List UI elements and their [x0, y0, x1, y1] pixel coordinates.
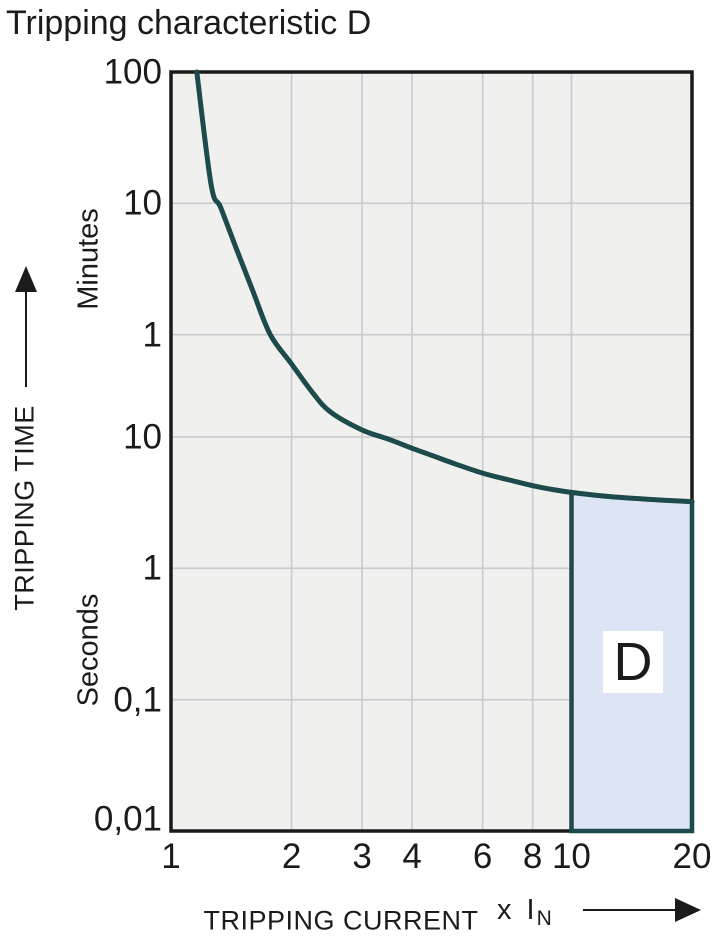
y-axis-unit-seconds: Seconds — [72, 593, 105, 707]
x-tick-label: 20 — [672, 837, 712, 876]
x-tick-label: 4 — [402, 837, 422, 876]
x-tick-label: 6 — [472, 837, 493, 876]
right-arrow-icon — [675, 898, 701, 922]
x-tick-label: 1 — [161, 837, 181, 876]
y-tick-label: 0,1 — [113, 680, 162, 720]
d-region-label: D — [613, 632, 653, 692]
tripping-curve — [194, 69, 695, 505]
y-tick-label: 1 — [142, 315, 162, 355]
y-axis-title: TRIPPING TIME — [9, 405, 40, 611]
y-tick-label: 10 — [123, 183, 162, 223]
y-tick-label: 100 — [103, 52, 162, 92]
y-tick-label: 10 — [123, 417, 162, 457]
x-tick-label: 2 — [281, 837, 302, 876]
x-axis-unit-base: x I — [497, 894, 535, 926]
x-tick-label: 3 — [352, 837, 372, 876]
x-axis-unit-subscript: N — [536, 907, 552, 930]
x-tick-label: 8 — [522, 837, 543, 876]
up-arrow-icon — [15, 266, 37, 292]
d-region-label-box: D — [603, 631, 663, 693]
y-tick-label: 0,01 — [93, 799, 162, 839]
page-title: Tripping characteristic D — [6, 4, 372, 42]
y-axis-unit-minutes: Minutes — [72, 208, 105, 310]
y-tick-label: 1 — [142, 548, 162, 588]
x-axis-title: TRIPPING CURRENT — [203, 905, 479, 936]
x-axis-unit: x I N — [497, 894, 552, 931]
plot-border — [169, 70, 694, 833]
x-tick-label: 10 — [551, 837, 591, 876]
